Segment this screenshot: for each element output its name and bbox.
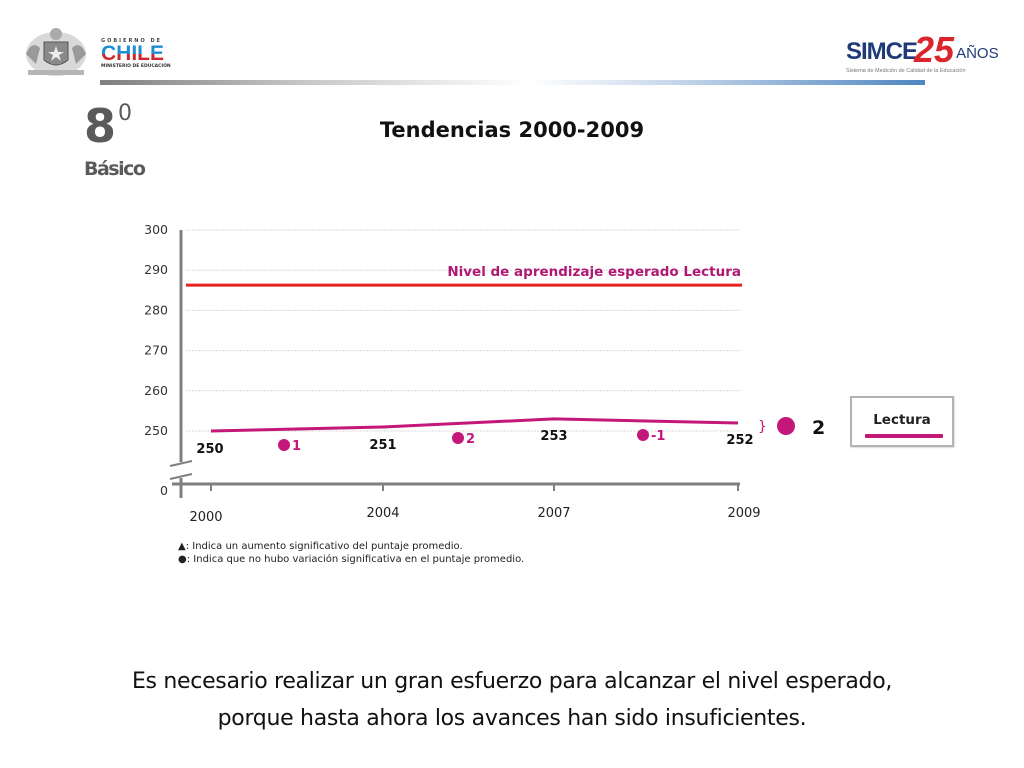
difference-label: 2 xyxy=(466,432,475,447)
difference-marker xyxy=(278,439,290,451)
gob-line2: CHILE xyxy=(101,43,171,64)
brace-icon: } xyxy=(758,419,767,435)
gob-line1: GOBIERNO DE xyxy=(101,38,163,44)
difference-marker xyxy=(452,432,464,444)
label-layer: 250 251 253 252 1 2 -1} 2 xyxy=(196,417,825,457)
difference-label: 1 xyxy=(292,439,301,454)
y-tick-label: 290 xyxy=(144,262,168,277)
data-label: 251 xyxy=(369,438,396,453)
header-divider xyxy=(100,80,925,85)
data-label: 253 xyxy=(540,429,567,444)
gobierno-de-chile-logo: GOBIERNO DE CHILE MINISTERIO DE EDUCACIÓ… xyxy=(101,38,171,69)
x-tick-label: 2009 xyxy=(727,506,760,521)
grade-level: Básico xyxy=(84,158,146,180)
reference-layer: Nivel de aprendizaje esperado Lectura xyxy=(186,264,742,287)
data-label: 250 xyxy=(196,442,223,457)
note-increase-text: : Indica un aumento significativo del pu… xyxy=(185,541,463,552)
conclusion-line1: Es necesario realizar un gran esfuerzo p… xyxy=(131,669,893,694)
data-label: 252 xyxy=(726,433,753,448)
simce-25: 25 xyxy=(914,32,954,68)
simce-subtitle: Sistema de Medición de Calidad de la Edu… xyxy=(846,68,966,74)
axis-break-mark xyxy=(169,473,193,480)
grade-superscript: 0 xyxy=(118,101,133,126)
grade-label: 80 Básico xyxy=(84,99,146,180)
grade-number: 8 xyxy=(84,99,117,153)
legend-label: Lectura xyxy=(873,412,931,428)
y-tick-label: 0 xyxy=(160,483,168,498)
x-tick-label: 2004 xyxy=(366,506,399,521)
note-increase: ▲: Indica un aumento significativo del p… xyxy=(178,540,524,553)
triangle-up-icon: ▲ xyxy=(178,541,186,552)
y-tick-label: 280 xyxy=(144,302,168,317)
reference-line-label: Nivel de aprendizaje esperado Lectura xyxy=(447,264,741,280)
y-tick-label: 300 xyxy=(144,222,168,237)
simce-logo: SIMCE 25 AÑOS Sistema de Medición de Cal… xyxy=(846,30,999,75)
chart-legend: Lectura xyxy=(850,396,954,447)
note-no-change-text: : Indica que no hubo variación significa… xyxy=(186,554,525,565)
trend-chart: 0 250 260 270 280 290 300 2000 2004 2007 2009 Nive… xyxy=(144,222,825,525)
grid-layer xyxy=(186,229,740,432)
series-line-lectura xyxy=(210,417,739,433)
simce-number: 25 xyxy=(914,29,955,70)
chart-notes: ▲: Indica un aumento significativo del p… xyxy=(178,540,524,566)
x-tick-label: 2007 xyxy=(537,506,570,521)
total-difference-label: 2 xyxy=(812,417,825,439)
circle-icon: ● xyxy=(178,554,187,565)
axis-layer: 0 250 260 270 280 290 300 2000 2004 2007 2009 xyxy=(144,222,760,525)
simce-anos: AÑOS xyxy=(956,45,999,62)
x-tick-label: 2000 xyxy=(189,510,222,525)
difference-marker xyxy=(637,429,649,441)
gob-line3: MINISTERIO DE EDUCACIÓN xyxy=(101,64,171,69)
legend-swatch xyxy=(865,434,943,438)
chart-title: Tendencias 2000-2009 xyxy=(379,118,645,142)
difference-label: -1 xyxy=(651,429,665,444)
y-tick-label: 250 xyxy=(144,423,168,438)
total-difference-marker xyxy=(777,417,795,435)
conclusion-text: Es necesario realizar un gran esfuerzo p… xyxy=(0,663,1024,737)
note-no-change: ●: Indica que no hubo variación signific… xyxy=(178,553,524,566)
coat-of-arms-icon xyxy=(18,24,94,80)
y-tick-label: 270 xyxy=(144,343,168,358)
series-layer xyxy=(210,417,739,433)
axis-break-mark xyxy=(169,460,193,467)
y-tick-label: 260 xyxy=(144,383,168,398)
simce-word: SIMCE xyxy=(846,38,918,65)
conclusion-line2: porque hasta ahora los avances han sido … xyxy=(217,706,807,731)
